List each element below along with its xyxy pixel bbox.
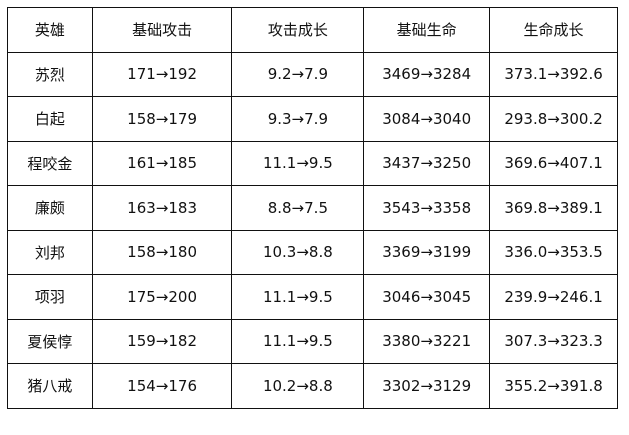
stat-cell: 3084→3040	[363, 96, 491, 142]
stat-cell: 3046→3045	[363, 274, 491, 320]
hero-name-cell: 廉颇	[7, 185, 93, 231]
stat-cell: 336.0→353.5	[489, 229, 618, 275]
table-row: 程咬金 161→185 11.1→9.5 3437→3250 369.6→407.1	[7, 140, 618, 186]
stat-cell: 11.1→9.5	[231, 140, 365, 186]
stat-cell: 373.1→392.6	[489, 51, 618, 97]
hero-stats-table: 英雄 基础攻击 攻击成长 基础生命 生命成长 苏烈 171→192 9.2→7.9 3469→…	[7, 7, 618, 409]
hero-name-cell: 刘邦	[7, 229, 93, 275]
stat-cell: 307.3→323.3	[489, 318, 618, 364]
stat-cell: 10.3→8.8	[231, 229, 365, 275]
table-row: 白起 158→179 9.3→7.9 3084→3040 293.8→300.2	[7, 96, 618, 142]
stat-cell: 9.2→7.9	[231, 51, 365, 97]
stat-cell: 293.8→300.2	[489, 96, 618, 142]
stat-cell: 3469→3284	[363, 51, 491, 97]
stat-cell: 154→176	[91, 363, 233, 409]
stat-cell: 8.8→7.5	[231, 185, 365, 231]
table-row: 猪八戒 154→176 10.2→8.8 3302→3129 355.2→391.8	[7, 363, 618, 409]
hero-name-cell: 苏烈	[7, 51, 93, 97]
stat-cell: 11.1→9.5	[231, 274, 365, 320]
hero-name-cell: 白起	[7, 96, 93, 142]
column-header: 攻击成长	[231, 7, 365, 53]
stat-cell: 158→180	[91, 229, 233, 275]
stat-cell: 158→179	[91, 96, 233, 142]
column-header: 基础攻击	[91, 7, 233, 53]
hero-name-cell: 猪八戒	[7, 363, 93, 409]
table-row: 廉颇 163→183 8.8→7.5 3543→3358 369.8→389.1	[7, 185, 618, 231]
hero-name-cell: 项羽	[7, 274, 93, 320]
hero-name-cell: 夏侯惇	[7, 318, 93, 364]
stat-cell: 163→183	[91, 185, 233, 231]
column-header: 基础生命	[363, 7, 491, 53]
stat-cell: 355.2→391.8	[489, 363, 618, 409]
stat-cell: 159→182	[91, 318, 233, 364]
table-row: 刘邦 158→180 10.3→8.8 3369→3199 336.0→353.5	[7, 229, 618, 275]
stat-cell: 9.3→7.9	[231, 96, 365, 142]
column-header: 生命成长	[489, 7, 618, 53]
stat-cell: 11.1→9.5	[231, 318, 365, 364]
table-row: 项羽 175→200 11.1→9.5 3046→3045 239.9→246.1	[7, 274, 618, 320]
stat-cell: 3437→3250	[363, 140, 491, 186]
stat-cell: 175→200	[91, 274, 233, 320]
column-header: 英雄	[7, 7, 93, 53]
stat-cell: 3543→3358	[363, 185, 491, 231]
header-row: 英雄 基础攻击 攻击成长 基础生命 生命成长	[7, 7, 618, 53]
stat-cell: 171→192	[91, 51, 233, 97]
stat-cell: 3302→3129	[363, 363, 491, 409]
stat-cell: 10.2→8.8	[231, 363, 365, 409]
table-row: 苏烈 171→192 9.2→7.9 3469→3284 373.1→392.6	[7, 51, 618, 97]
hero-name-cell: 程咬金	[7, 140, 93, 186]
table-row: 夏侯惇 159→182 11.1→9.5 3380→3221 307.3→323.3	[7, 318, 618, 364]
stat-cell: 369.8→389.1	[489, 185, 618, 231]
stat-cell: 239.9→246.1	[489, 274, 618, 320]
stat-cell: 161→185	[91, 140, 233, 186]
stat-cell: 3369→3199	[363, 229, 491, 275]
stat-cell: 369.6→407.1	[489, 140, 618, 186]
stat-cell: 3380→3221	[363, 318, 491, 364]
